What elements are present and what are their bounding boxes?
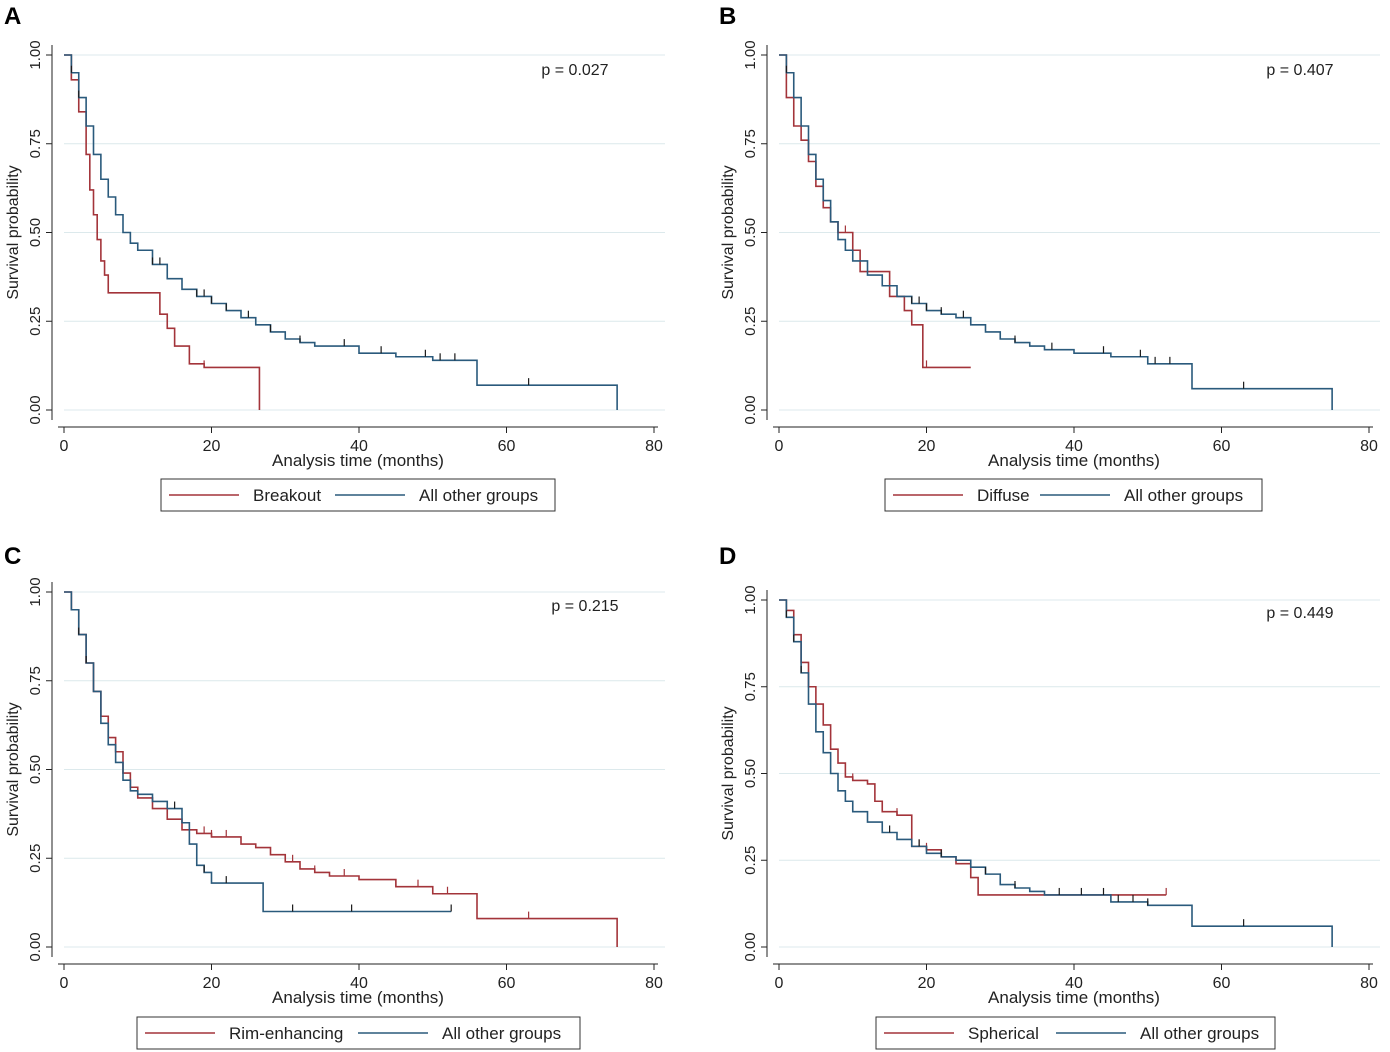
series-line-1 — [779, 54, 971, 369]
y-tick-label: 0.00 — [742, 932, 759, 961]
legend-label: All other groups — [419, 486, 538, 505]
x-tick-label: 20 — [918, 438, 936, 455]
x-tick-label: 20 — [918, 975, 936, 992]
x-axis-title: Analysis time (months) — [272, 451, 444, 470]
series-line-1 — [64, 54, 261, 410]
y-tick-label: 1.00 — [742, 40, 759, 69]
x-tick-label: 80 — [1360, 975, 1378, 992]
y-tick-label: 0.50 — [27, 218, 44, 247]
x-tick-label: 80 — [1360, 438, 1378, 455]
panel-d: D 0.00 0.25 0.50 0.75 1.00 0 20 40 60 80 Analysis t… — [719, 543, 1380, 1050]
y-tick-label: 0.00 — [27, 932, 44, 961]
panel-label: C — [4, 543, 21, 570]
y-tick-label: 0.50 — [742, 218, 759, 247]
x-tick-label: 20 — [203, 975, 221, 992]
x-tick-label: 40 — [1065, 975, 1083, 992]
y-tick-label: 0.25 — [742, 846, 759, 875]
series-line-1 — [779, 599, 1167, 896]
panel-c: C 0.00 0.25 0.50 0.75 1.00 0 20 40 60 80 Analysis t… — [4, 543, 665, 1050]
p-value: p = 0.449 — [1266, 605, 1333, 622]
x-axis-title: Analysis time (months) — [272, 988, 444, 1007]
y-tick-label: 0.75 — [27, 666, 44, 695]
x-tick-label: 60 — [1213, 975, 1231, 992]
panel-label: A — [4, 3, 21, 30]
x-tick-label: 0 — [60, 975, 69, 992]
x-axis-title: Analysis time (months) — [988, 988, 1160, 1007]
x-tick-label: 60 — [498, 975, 516, 992]
x-tick-label: 0 — [775, 975, 784, 992]
y-tick-label: 1.00 — [27, 577, 44, 606]
y-tick-label: 0.00 — [742, 395, 759, 424]
p-value: p = 0.407 — [1266, 62, 1333, 79]
p-value: p = 0.027 — [541, 62, 608, 79]
legend-label: Rim-enhancing — [229, 1024, 343, 1043]
x-tick-label: 80 — [645, 975, 663, 992]
y-axis-title: Survival probability — [720, 165, 737, 299]
panel-label: B — [719, 3, 736, 30]
y-tick-label: 0.75 — [742, 129, 759, 158]
x-tick-label: 80 — [645, 438, 663, 455]
legend-label: Breakout — [253, 486, 321, 505]
y-tick-label: 1.00 — [742, 585, 759, 614]
panel-label: D — [719, 543, 736, 570]
p-value: p = 0.215 — [551, 598, 618, 615]
y-tick-label: 0.00 — [27, 395, 44, 424]
legend-label: Diffuse — [977, 486, 1030, 505]
x-tick-label: 40 — [1065, 438, 1083, 455]
panel-a: A 0.00 0.25 0.50 0.75 1.00 0 20 40 60 80 Analysis t… — [4, 3, 665, 512]
x-tick-label: 60 — [1213, 438, 1231, 455]
y-tick-label: 0.50 — [27, 755, 44, 784]
series-line-2 — [779, 599, 1333, 947]
x-tick-label: 60 — [498, 438, 516, 455]
x-tick-label: 40 — [350, 975, 368, 992]
y-tick-label: 1.00 — [27, 40, 44, 69]
y-tick-label: 0.25 — [742, 307, 759, 336]
y-axis-title: Survival probability — [5, 702, 22, 836]
y-tick-label: 0.25 — [27, 844, 44, 873]
legend-label: All other groups — [442, 1024, 561, 1043]
x-axis-title: Analysis time (months) — [988, 451, 1160, 470]
legend-label: All other groups — [1140, 1024, 1259, 1043]
legend-label: Spherical — [968, 1024, 1039, 1043]
y-tick-label: 0.25 — [27, 307, 44, 336]
y-tick-label: 0.75 — [742, 672, 759, 701]
x-tick-label: 20 — [203, 438, 221, 455]
y-tick-label: 0.50 — [742, 759, 759, 788]
legend-label: All other groups — [1124, 486, 1243, 505]
x-tick-label: 0 — [60, 438, 69, 455]
panel-b: B 0.00 0.25 0.50 0.75 1.00 0 20 40 60 80 Analysis t… — [719, 3, 1380, 512]
y-tick-label: 0.75 — [27, 129, 44, 158]
x-tick-label: 0 — [775, 438, 784, 455]
x-tick-label: 40 — [350, 438, 368, 455]
y-axis-title: Survival probability — [5, 165, 22, 299]
y-axis-title: Survival probability — [720, 706, 737, 840]
